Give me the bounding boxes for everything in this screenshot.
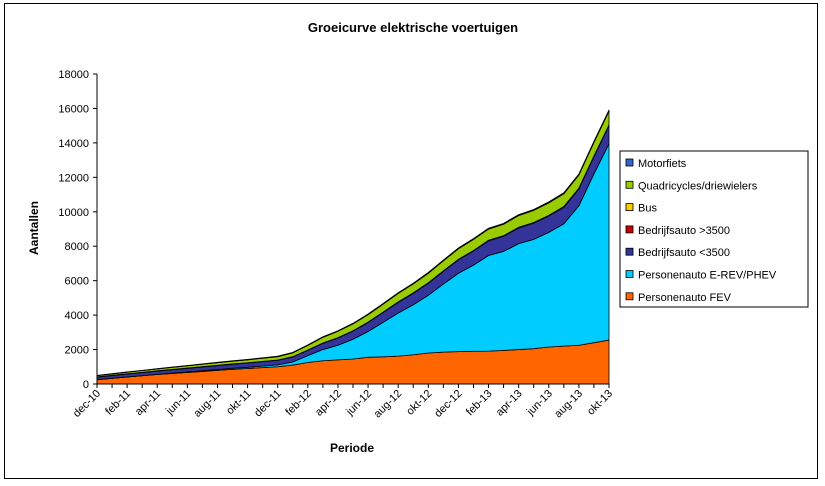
x-tick-label: jun-13: [524, 388, 555, 419]
x-tick-label: okt-11: [224, 388, 254, 418]
legend-label: Quadricycles/driewielers: [638, 180, 758, 192]
x-axis-title: Periode: [330, 441, 374, 455]
x-tick-label: dec-10: [71, 388, 103, 420]
y-axis-title: Aantallen: [27, 201, 41, 255]
x-tick-label: dec-12: [432, 388, 464, 420]
x-tick-label: aug-11: [191, 388, 223, 420]
y-tick-label: 0: [83, 379, 89, 391]
y-tick-label: 14000: [58, 138, 89, 150]
x-tick-label: apr-11: [133, 388, 163, 418]
y-tick-label: 6000: [65, 276, 89, 288]
legend-swatch: [625, 225, 634, 234]
x-tick-label: okt-12: [404, 388, 434, 418]
x-tick-label: apr-13: [494, 388, 525, 419]
y-axis-ticks: 0 2000 4000 6000 8000 10000 12000 14000 16000 180…: [58, 69, 97, 391]
legend-swatch: [625, 292, 634, 301]
legend-swatch: [625, 180, 634, 189]
legend-label: Motorfiets: [638, 158, 687, 170]
x-tick-label: aug-13: [552, 388, 585, 421]
y-tick-label: 18000: [58, 69, 89, 81]
legend-swatch: [625, 158, 634, 167]
x-tick-label: jun-12: [343, 388, 374, 419]
legend-swatch: [625, 247, 634, 256]
y-tick-label: 16000: [58, 103, 89, 115]
legend-label: Personenauto E-REV/PHEV: [638, 270, 777, 282]
x-tick-label: apr-12: [313, 388, 344, 419]
legend-box: [619, 150, 809, 308]
legend-label: Bedrijfsauto >3500: [638, 225, 730, 237]
legend-label: Bedrijfsauto <3500: [638, 247, 730, 259]
y-tick-label: 4000: [65, 310, 89, 322]
area-series-2: [96, 143, 610, 381]
x-tick-label: feb-13: [464, 388, 495, 419]
legend-swatch: [625, 270, 634, 278]
stacked-areas: [96, 109, 610, 385]
legend-label: Personenauto FEV: [638, 292, 732, 304]
legend: Motorfiets Quadricycles/driewielers Bus Bed…: [619, 150, 809, 308]
area-series-7: [96, 109, 610, 377]
x-tick-label: aug-12: [372, 388, 405, 421]
y-tick-label: 12000: [58, 172, 89, 184]
x-tick-label: feb-11: [103, 388, 133, 418]
x-tick-label: jun-11: [163, 388, 193, 418]
legend-swatch: [625, 203, 634, 212]
y-tick-label: 8000: [65, 241, 89, 253]
chart-title: Groeicurve elektrische voertuigen: [308, 20, 518, 35]
legend-label: Bus: [638, 203, 657, 215]
y-tick-label: 10000: [58, 207, 89, 219]
x-tick-label: dec-11: [252, 388, 284, 420]
x-tick-label: feb-12: [283, 388, 314, 419]
y-tick-label: 2000: [65, 345, 89, 357]
x-tick-label: okt-13: [585, 388, 615, 418]
